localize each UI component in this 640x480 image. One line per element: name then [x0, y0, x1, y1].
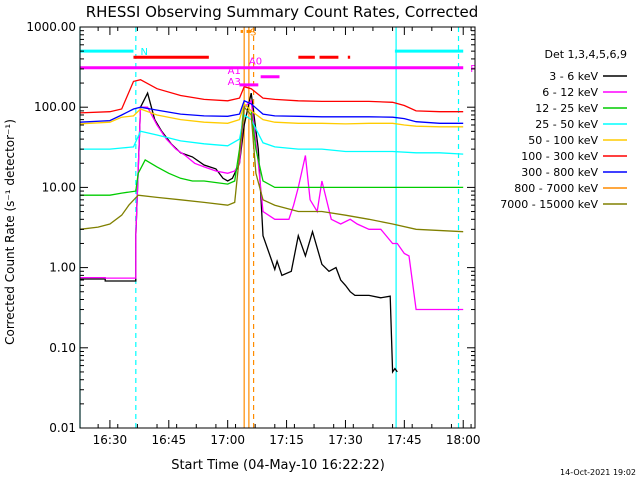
- flag-label-5: S: [250, 27, 256, 38]
- plot-frame: [79, 26, 476, 429]
- legend-label-6: 300 - 800 keV: [521, 166, 598, 179]
- series-line-3: [80, 113, 464, 155]
- series-line-1: [80, 99, 464, 311]
- flag-annotation-2: A0: [249, 57, 262, 68]
- x-tick-label-0: 16:30: [93, 433, 128, 447]
- legend-label-5: 100 - 300 keV: [521, 150, 598, 163]
- timestamp: 14-Oct-2021 19:02: [560, 468, 636, 477]
- series-line-5: [79, 79, 464, 114]
- legend-title: Det 1,3,4,5,6,9: [544, 48, 627, 61]
- legend: Det 1,3,4,5,6,9 3 - 6 keV 6 - 12 keV 12 - …: [500, 48, 627, 211]
- y-tick-label-0: 0.01: [49, 421, 76, 435]
- x-axis-label: Start Time (04-May-10 16:22:22): [171, 458, 385, 473]
- series-line-2: [80, 102, 464, 196]
- y-axis-label: Corrected Count Rate (s⁻¹ detector⁻¹): [3, 119, 17, 345]
- legend-label-1: 6 - 12 keV: [542, 86, 598, 99]
- x-tick-label-4: 17:30: [328, 433, 363, 447]
- legend-label-3: 25 - 50 keV: [535, 118, 598, 131]
- series-line-6: [79, 99, 464, 124]
- flag-annotation-1: A3: [228, 77, 241, 88]
- x-tick-label-2: 17:00: [210, 433, 245, 447]
- legend-label-2: 12 - 25 keV: [535, 102, 598, 115]
- x-tick-label-5: 17:45: [387, 433, 422, 447]
- series-line-8: [79, 105, 464, 233]
- flag-annotation-0: A1: [228, 66, 241, 77]
- x-tick-label-1: 16:45: [152, 433, 187, 447]
- y-tick-label-2: 1.00: [49, 261, 76, 275]
- y-tick-label-4: 100.00: [34, 100, 76, 114]
- y-tick-label-1: 0.10: [49, 341, 76, 355]
- series-line-4: [79, 102, 464, 128]
- legend-label-0: 3 - 6 keV: [549, 70, 598, 83]
- legend-label-4: 50 - 100 keV: [528, 134, 598, 147]
- chart-title: RHESSI Observing Summary Count Rates, Co…: [86, 3, 479, 21]
- x-tick-label-6: 18:00: [446, 433, 481, 447]
- x-tick-label-3: 17:15: [269, 433, 304, 447]
- legend-label-8: 7000 - 15000 keV: [500, 198, 598, 211]
- y-tick-label-3: 10.00: [42, 180, 76, 194]
- y-tick-label-5: 1000.00: [26, 20, 76, 34]
- series-line-0: [80, 91, 398, 374]
- axes: 0.01 0.10 1.00 10.00 100.00 1000.00 16:30 16:45…: [26, 20, 480, 447]
- plot-marks: NFSA1A3A0: [79, 27, 476, 428]
- legend-label-7: 800 - 7000 keV: [514, 182, 598, 195]
- flag-label-0: N: [140, 47, 147, 58]
